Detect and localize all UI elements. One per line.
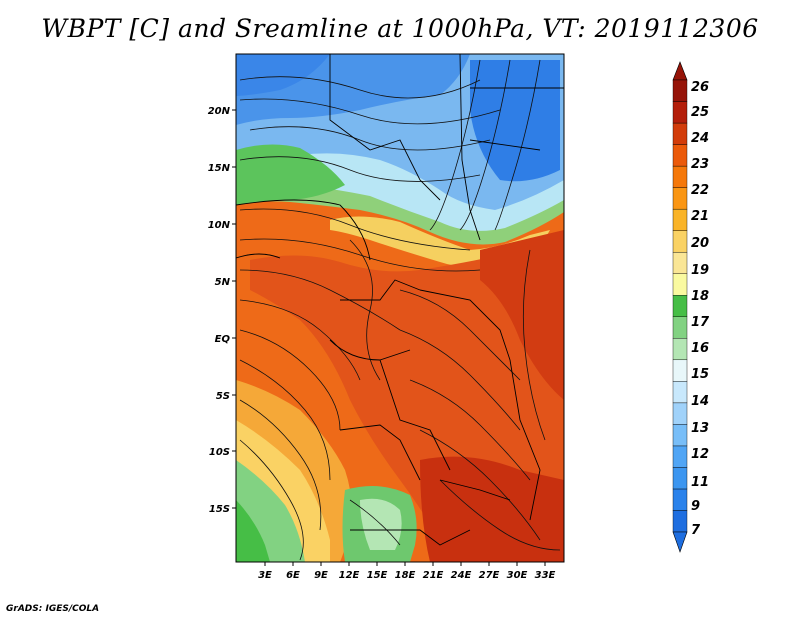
lat-label: 10N (208, 220, 231, 231)
colorbar-min-arrow (672, 531, 688, 553)
lat-label: 15N (208, 163, 231, 174)
colorbar-cell (672, 445, 688, 468)
colorbar-cell (672, 488, 688, 511)
colorbar-cell (672, 359, 688, 382)
lon-label: 30E (507, 570, 528, 581)
lon-label: 9E (314, 570, 328, 581)
colorbar-cell (672, 165, 688, 188)
latitude-axis: 20N 15N 10N 5N EQ 5S 10S 15S (208, 106, 236, 515)
colorbar-level-label: 23 (691, 157, 709, 172)
colorbar-level-label: 11 (691, 475, 709, 490)
colorbar-cell (672, 402, 688, 425)
country-borders (236, 54, 564, 546)
colorbar-level-label: 22 (691, 183, 709, 198)
colorbar-cell (672, 79, 688, 102)
colorbar-cell (672, 144, 688, 167)
lon-label: 33E (535, 570, 556, 581)
colorbar-level-label: 21 (691, 209, 709, 224)
map-title: WBPT [C] and Sreamline at 1000hPa, VT: 2… (41, 14, 759, 43)
footer-credit: GrADS: IGES/COLA (6, 604, 100, 614)
colorbar-level-label: 18 (691, 289, 709, 304)
colorbar-cell (672, 381, 688, 404)
lat-label: 20N (208, 106, 231, 117)
colorbar: 7 9 11 12 13 14 15 16 17 18 19 20 21 22 … (672, 61, 710, 553)
colorbar-level-label: 14 (691, 394, 709, 409)
colorbar-level-label: 9 (691, 499, 700, 514)
colorbar-cell (672, 424, 688, 447)
lon-label: 27E (479, 570, 500, 581)
lon-label: 12E (339, 570, 360, 581)
streamlines (239, 59, 561, 561)
colorbar-cell (672, 101, 688, 124)
colorbar-level-label: 20 (691, 236, 709, 251)
lon-label: 6E (286, 570, 300, 581)
map-frame (235, 53, 565, 563)
lon-label: 18E (395, 570, 416, 581)
lat-label: 15S (209, 504, 230, 515)
colorbar-cell (672, 295, 688, 317)
colorbar-level-label: 19 (691, 263, 709, 278)
temperature-field (236, 54, 564, 562)
colorbar-cell (672, 510, 688, 533)
lon-label: 24E (451, 570, 472, 581)
colorbar-level-label: 26 (691, 80, 709, 95)
colorbar-level-label: 15 (691, 367, 709, 382)
lon-label: 15E (367, 570, 388, 581)
lat-label: EQ (215, 334, 231, 345)
colorbar-cell (672, 251, 688, 274)
colorbar-level-label: 24 (691, 131, 709, 146)
colorbar-level-label: 25 (691, 105, 709, 120)
colorbar-cell (672, 187, 688, 210)
colorbar-cell (672, 338, 688, 361)
lat-label: 5S (216, 391, 230, 402)
colorbar-level-label: 17 (691, 315, 710, 330)
colorbar-cell (672, 316, 688, 339)
colorbar-level-label: 7 (691, 523, 701, 538)
colorbar-level-label: 12 (691, 447, 709, 462)
lon-label: 21E (423, 570, 444, 581)
colorbar-cell (672, 122, 688, 145)
colorbar-cell (672, 273, 688, 296)
longitude-axis: 3E 6E 9E 12E 15E 18E 21E 24E 27E 30E 33E (258, 562, 556, 581)
colorbar-level-label: 16 (691, 341, 709, 356)
lat-label: 10S (209, 447, 230, 458)
colorbar-max-arrow (672, 61, 688, 81)
lon-label: 3E (258, 570, 272, 581)
colorbar-cell (672, 230, 688, 253)
colorbar-cell (672, 208, 688, 231)
colorbar-level-label: 13 (691, 421, 709, 436)
lat-label: 5N (215, 277, 231, 288)
colorbar-cell (672, 467, 688, 490)
